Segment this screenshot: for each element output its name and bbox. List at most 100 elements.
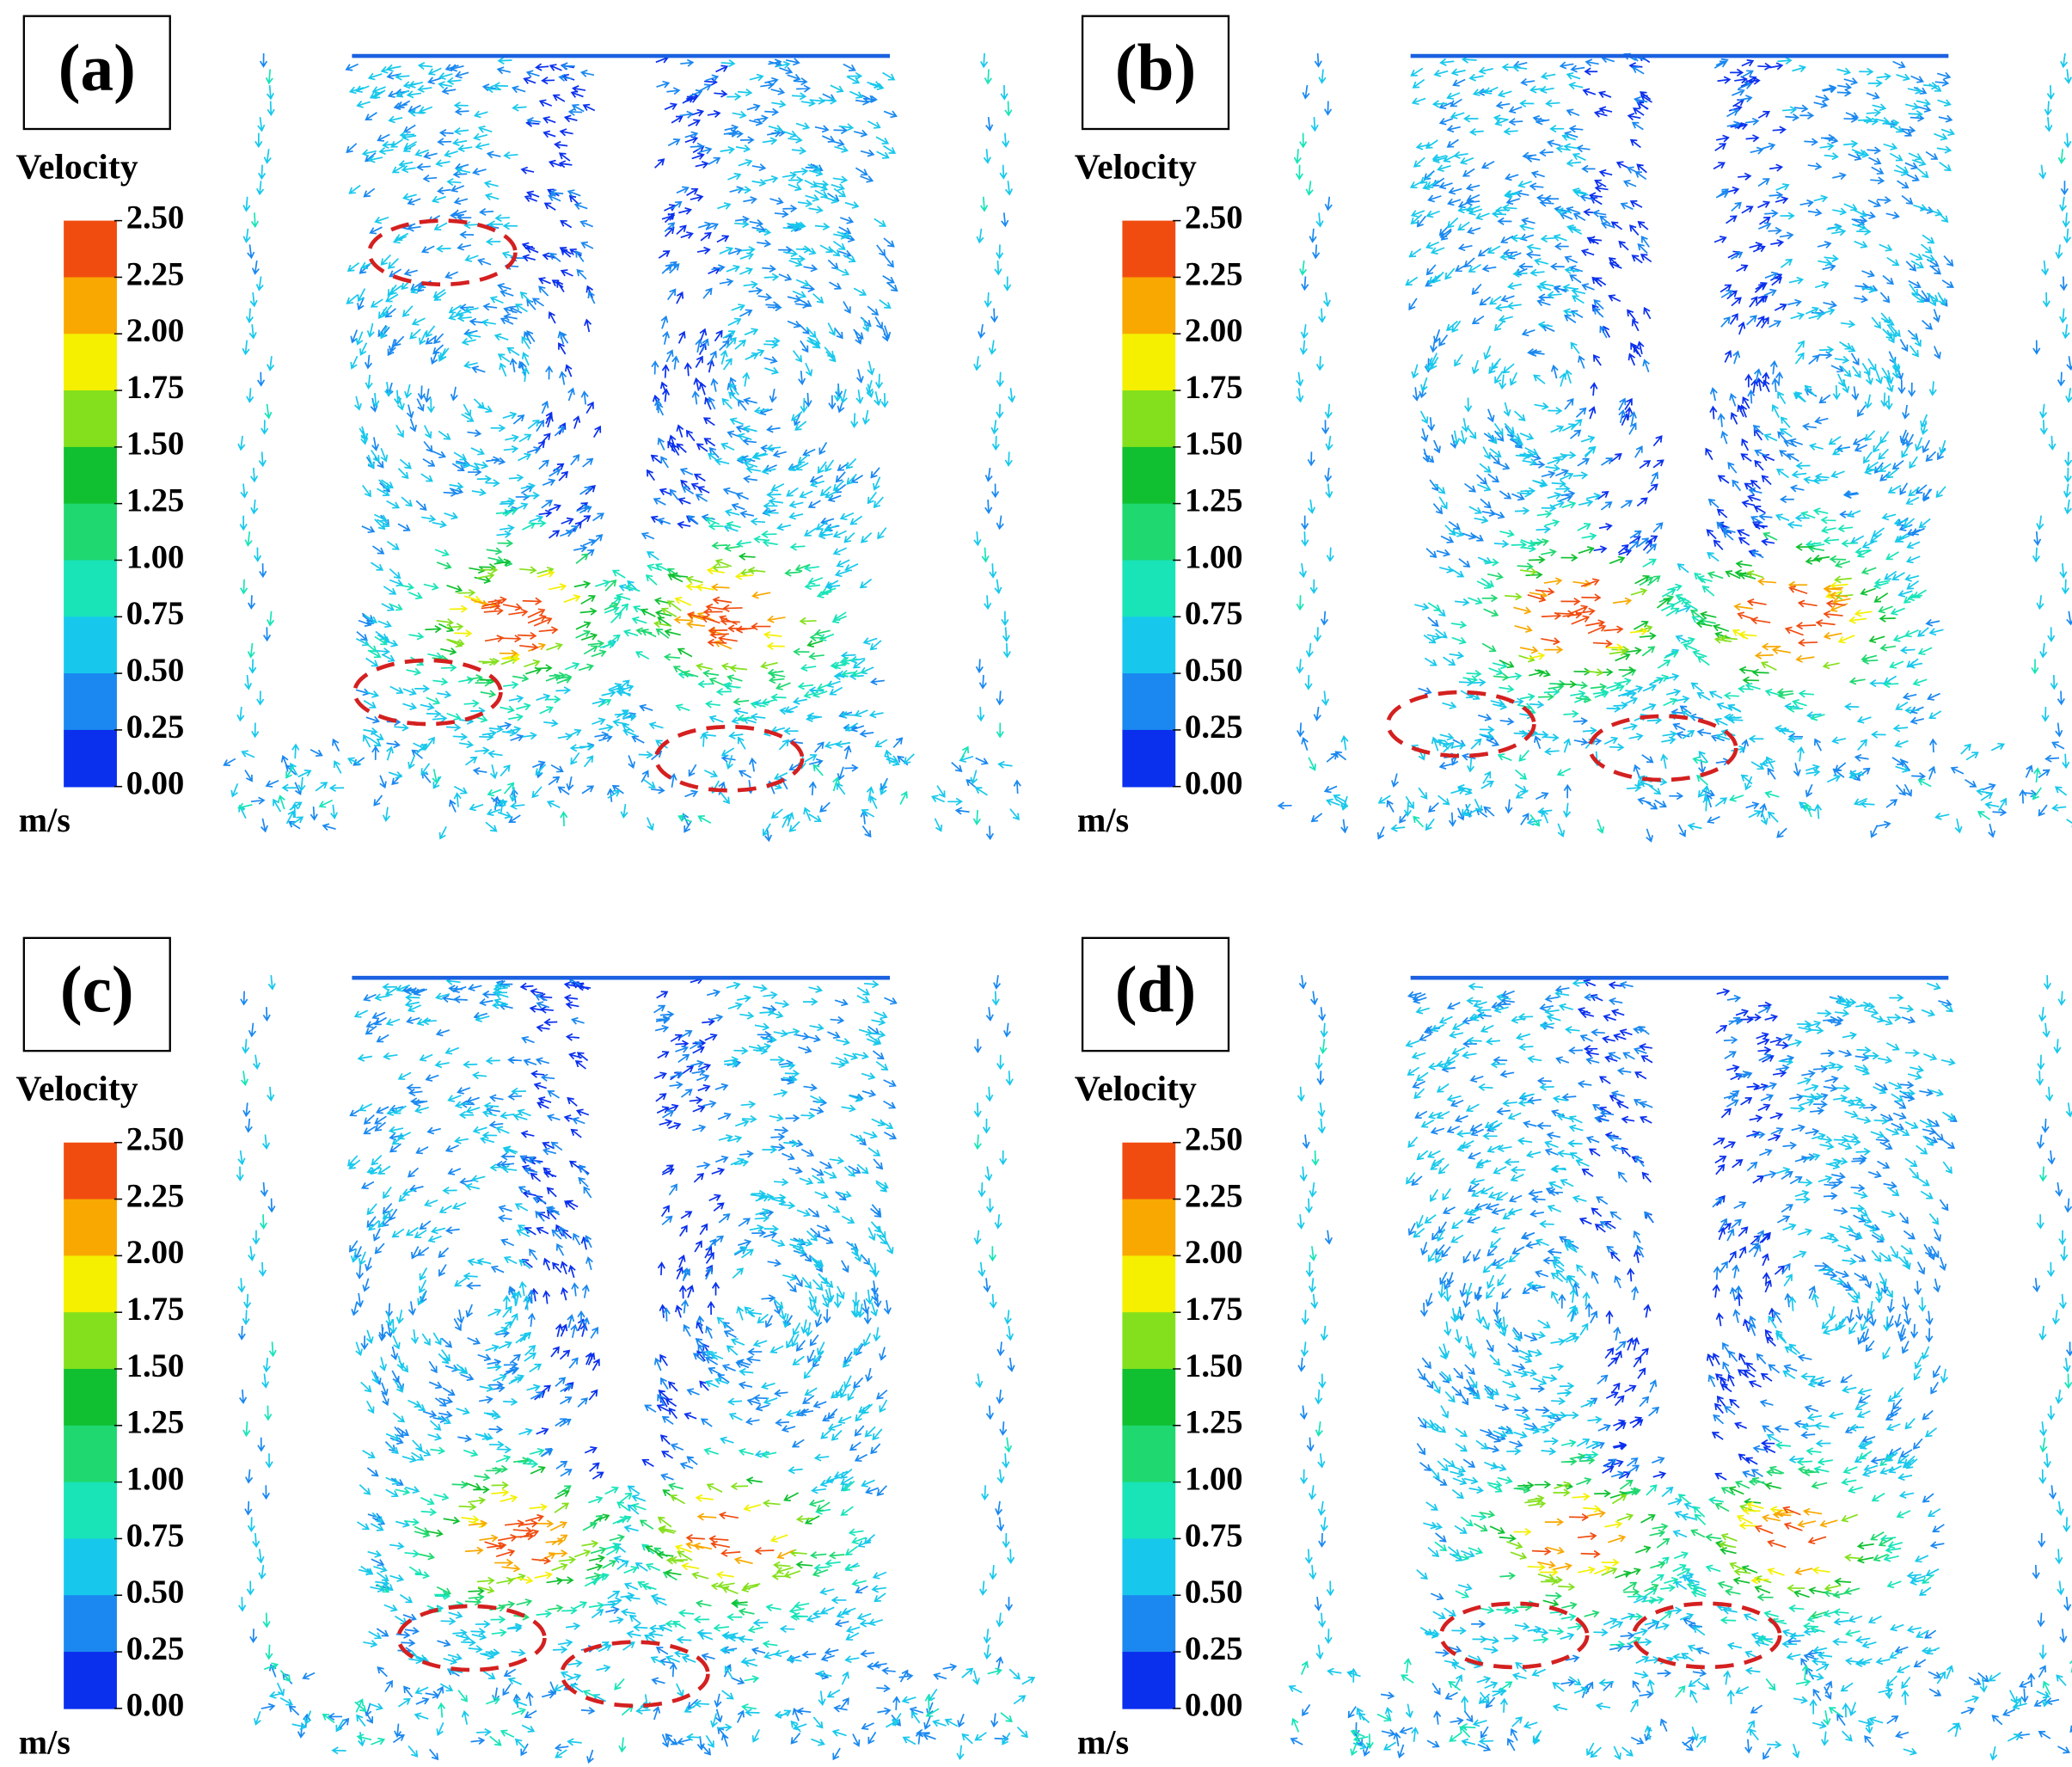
velocity-vectors [1577, 979, 1790, 1481]
colorbar-tick-label: 1.00 [1185, 539, 1243, 575]
colorbar-tick-label: 2.00 [126, 1235, 185, 1271]
colorbar-tick-label: 2.50 [126, 1122, 185, 1158]
velocity-vectors [1290, 974, 2072, 1760]
velocity-vectors [436, 558, 817, 672]
annotation-ellipse [653, 724, 805, 793]
colorbar-tick-label: 0.50 [1185, 653, 1243, 689]
velocity-vectors [241, 1071, 1013, 1753]
label-box [1081, 936, 1230, 1052]
colorbar-tick-label: 0.50 [126, 653, 185, 689]
velocity-vectors [223, 52, 1021, 843]
velocity-vectors [461, 1488, 788, 1584]
colorbar-tick-label: 1.25 [1185, 1405, 1243, 1441]
velocity-vectors [484, 1512, 775, 1565]
colorbar-segment [64, 277, 117, 335]
colorbar-segment [64, 1142, 117, 1200]
colorbar-tick-label: 0.00 [126, 766, 185, 802]
velocity-vectors [1531, 1506, 1827, 1558]
velocity-vectors [458, 1481, 814, 1595]
colorbar-tick-label: 0.75 [126, 1518, 185, 1554]
colorbar-tick-label: 2.25 [126, 1178, 185, 1214]
legend-unit: m/s [1077, 1722, 1129, 1761]
colorbar-segment [1122, 503, 1176, 561]
colorbar-tick-label: 0.00 [1185, 766, 1243, 802]
colorbar-tick-label: 0.25 [1185, 1631, 1243, 1667]
colorbar-tick-label: 0.25 [1185, 709, 1243, 745]
colorbar-segment [64, 1199, 117, 1257]
colorbar-tick-label: 1.75 [1185, 1292, 1243, 1328]
velocity-vectors [1527, 581, 1873, 660]
colorbar-tick-label: 0.25 [126, 709, 185, 745]
colorbar-tick-label: 1.25 [126, 483, 185, 519]
label-box [1081, 15, 1230, 131]
velocity-vectors [1277, 52, 2072, 843]
velocity-vectors [237, 974, 1015, 1764]
colorbar-tick-label: 1.75 [126, 1292, 185, 1328]
velocity-vectors [414, 1457, 845, 1621]
velocity-vectors [464, 1512, 794, 1573]
colorbar-tick-label: 2.25 [126, 256, 185, 292]
velocity-vectors [1537, 1507, 1838, 1575]
colorbar-tick-label: 0.50 [126, 1574, 185, 1611]
colorbar-segment [1122, 1312, 1176, 1370]
colorbar-tick-label: 1.50 [1185, 426, 1243, 463]
colorbar-segment [1122, 617, 1176, 674]
colorbar-segment [1122, 1652, 1176, 1709]
colorbar-segment [64, 1368, 117, 1426]
velocity-vectors [470, 583, 786, 658]
colorbar-segment [64, 1312, 117, 1370]
velocity-vectors [1580, 54, 1789, 557]
colorbar-segment [64, 1538, 117, 1597]
colorbar-segment [64, 1255, 117, 1313]
legend-title: Velocity [16, 147, 138, 187]
legend-unit: m/s [19, 1722, 70, 1761]
velocity-vectors [1513, 1493, 1830, 1585]
panel-label: (a) [58, 30, 136, 104]
velocity-vectors [481, 596, 771, 651]
panel: (b) Velocity 2.50 2.25 2.00 1.75 1.50 1.25 1.00 0… [1075, 15, 2072, 843]
velocity-vectors [519, 976, 726, 1480]
velocity-vectors [1291, 1039, 2072, 1757]
colorbar-segment [1122, 1538, 1176, 1597]
colorbar-tick-label: 2.50 [1185, 199, 1243, 236]
colorbar-segment [64, 617, 117, 674]
colorbar-segment [64, 390, 117, 448]
colorbar-segment [1122, 220, 1176, 279]
colorbar-tick-label: 2.50 [1185, 1122, 1243, 1158]
velocity-vectors [1293, 132, 2066, 834]
velocity-vectors [1499, 543, 1896, 689]
panel-label: (d) [1115, 953, 1196, 1027]
colorbar-segment [64, 560, 117, 618]
colorbar-tick-label: 1.25 [126, 1405, 185, 1441]
legend-title: Velocity [16, 1070, 138, 1109]
colorbar-segment [1122, 1255, 1176, 1313]
colorbar-tick-label: 1.50 [126, 1348, 185, 1384]
colorbar-tick-label: 2.00 [126, 313, 185, 349]
colorbar-segment [64, 1595, 117, 1653]
colorbar-segment [64, 673, 117, 731]
colorbar-segment [1122, 1142, 1176, 1200]
colorbar-segment [1122, 390, 1176, 448]
velocity-vectors [1489, 1480, 1874, 1607]
annotation-ellipse [1386, 690, 1536, 758]
velocity-vectors [520, 55, 730, 539]
colorbar-segment [64, 1482, 117, 1540]
velocity-vectors [1481, 531, 1897, 703]
colorbar-tick-label: 0.75 [1185, 1518, 1243, 1554]
colorbar-tick-label: 2.25 [1185, 1178, 1243, 1214]
velocity-vectors [1527, 578, 1846, 647]
colorbar-tick-label: 1.00 [1185, 1461, 1243, 1497]
colorbar-segment [1122, 446, 1176, 505]
colorbar-tick-label: 1.25 [1185, 483, 1243, 519]
label-box [22, 15, 171, 131]
colorbar-segment [1122, 1595, 1176, 1653]
colorbar-segment [1122, 673, 1176, 731]
colorbar-tick-label: 1.50 [1185, 1348, 1243, 1384]
colorbar-tick-label: 1.50 [126, 426, 185, 463]
colorbar-segment [64, 729, 117, 788]
velocity-vectors [432, 539, 831, 706]
colorbar-segment [64, 503, 117, 561]
velocity-vectors [426, 1465, 820, 1607]
colorbar-segment [64, 1652, 117, 1709]
